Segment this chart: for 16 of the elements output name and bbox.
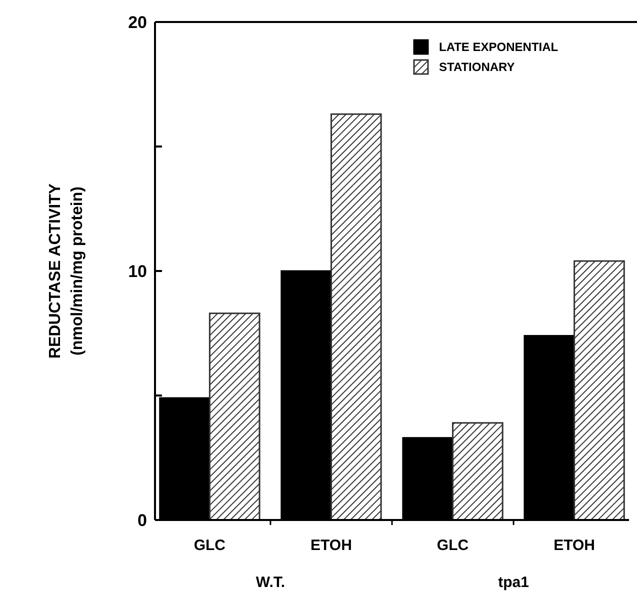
y-axis-title: REDUCTASE ACTIVITY (nmol/min/mg protein) [47,183,86,359]
bar [452,422,504,521]
text: tpa1 [498,574,529,591]
y-tick-label: 20 [128,12,147,32]
x-tick-label: ETOH [554,537,596,554]
text: W.T. [256,574,286,591]
bar [208,312,260,521]
x-tick-label: ETOH [310,537,352,554]
bar [574,260,625,521]
y-tick-label: 10 [128,262,147,281]
legend-label: STATIONARY [439,60,515,74]
x-tick-label: GLC [436,537,469,554]
legend-label: LATE EXPONENTIAL [439,40,558,54]
y-tick-label: 0 [138,510,147,530]
x-tick-label: GLC [194,537,226,554]
bar [330,113,382,521]
